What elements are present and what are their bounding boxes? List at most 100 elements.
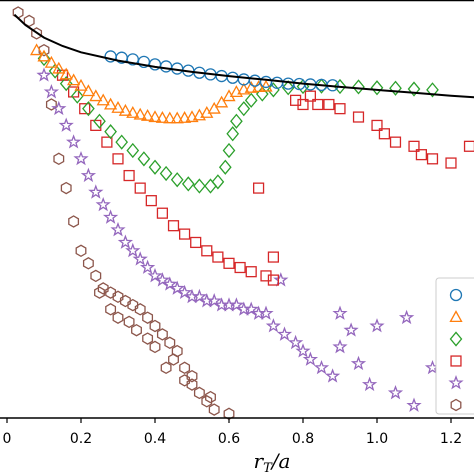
star-point bbox=[324, 368, 341, 383]
hexagon-point bbox=[193, 386, 205, 400]
series-hexagon bbox=[12, 6, 235, 421]
square-point bbox=[371, 119, 383, 131]
diamond-point bbox=[181, 176, 195, 192]
square-point bbox=[156, 207, 168, 219]
triangle-point bbox=[89, 89, 103, 102]
diamond-point bbox=[222, 142, 236, 159]
square-point bbox=[426, 153, 439, 165]
triangle-point bbox=[170, 111, 184, 124]
diamond-point bbox=[315, 78, 328, 94]
square-point bbox=[101, 136, 113, 148]
hexagon-point bbox=[60, 181, 72, 195]
hexagon-point bbox=[186, 378, 198, 391]
hexagon-point bbox=[186, 369, 198, 383]
hexagon-point bbox=[149, 319, 161, 333]
square-point bbox=[178, 228, 191, 240]
hexagon-point bbox=[160, 361, 172, 375]
x-ticks: 0 0.2 0.4 0.6 0.8 1.0 1.2 bbox=[3, 418, 462, 447]
diamond-point bbox=[389, 80, 402, 96]
hexagon-point bbox=[90, 269, 102, 283]
square-point bbox=[234, 261, 246, 274]
triangle-point bbox=[29, 43, 44, 56]
star-point bbox=[295, 343, 311, 358]
hexagon-point bbox=[31, 27, 43, 40]
triangle-point bbox=[118, 103, 133, 116]
diamond-point bbox=[48, 63, 62, 79]
diamond-point bbox=[244, 92, 258, 108]
triangle-point bbox=[44, 55, 59, 68]
star-point bbox=[350, 355, 367, 371]
square-point bbox=[134, 182, 146, 194]
star-point bbox=[228, 297, 245, 312]
triangle-point bbox=[126, 106, 140, 118]
hexagon-point bbox=[94, 286, 105, 299]
series-diamond bbox=[37, 50, 439, 194]
diamond-point bbox=[281, 80, 295, 96]
square-point bbox=[463, 140, 474, 152]
star-point bbox=[132, 251, 148, 266]
square-point bbox=[112, 153, 124, 165]
square-point bbox=[201, 245, 213, 257]
x-tick-label: 0.8 bbox=[292, 431, 314, 447]
legend-marker-square bbox=[450, 355, 462, 367]
star-point bbox=[117, 234, 134, 249]
star-point bbox=[125, 242, 141, 258]
triangle-point bbox=[111, 101, 125, 113]
hexagon-point bbox=[156, 328, 168, 341]
square-point bbox=[334, 103, 346, 115]
square-point bbox=[123, 169, 135, 182]
hexagon-point bbox=[171, 344, 183, 358]
star-point bbox=[406, 397, 422, 412]
diamond-point bbox=[333, 78, 347, 95]
triangle-point bbox=[155, 111, 170, 123]
diamond-point bbox=[93, 113, 106, 129]
diamond-point bbox=[159, 165, 173, 182]
series-square bbox=[56, 69, 474, 286]
diamond-point bbox=[352, 79, 365, 95]
triangle-point bbox=[214, 95, 229, 108]
star-point bbox=[313, 359, 330, 375]
legend-box bbox=[435, 277, 474, 415]
star-point bbox=[276, 326, 293, 341]
star-point bbox=[95, 196, 111, 212]
legend-marker-star bbox=[448, 375, 464, 390]
star-point bbox=[110, 221, 126, 237]
diamond-point bbox=[407, 81, 421, 97]
x-axis-label: rT/a bbox=[254, 449, 291, 474]
square-point bbox=[415, 149, 428, 161]
star-point bbox=[65, 134, 82, 149]
triangle-point bbox=[148, 110, 162, 123]
triangle-point bbox=[207, 101, 221, 114]
hexagon-point bbox=[127, 298, 139, 312]
square-point bbox=[212, 251, 224, 263]
star-point bbox=[73, 150, 89, 166]
star-point bbox=[361, 376, 378, 392]
hexagon-point bbox=[164, 336, 176, 350]
star-point bbox=[398, 309, 415, 325]
square-point bbox=[352, 111, 365, 123]
hexagon-point bbox=[205, 390, 216, 404]
star-point bbox=[162, 276, 178, 291]
star-point bbox=[139, 259, 156, 274]
hexagon-point bbox=[142, 332, 154, 345]
diamond-point bbox=[211, 174, 225, 190]
square-point bbox=[79, 103, 91, 115]
reference-curve bbox=[13, 13, 474, 99]
star-point bbox=[43, 84, 60, 99]
diamond-point bbox=[218, 159, 232, 175]
star-point bbox=[58, 117, 74, 132]
legend-marker-diamond bbox=[449, 331, 463, 347]
legend-marker-circle bbox=[449, 288, 463, 302]
diamond-point bbox=[115, 134, 129, 150]
triangle-point bbox=[74, 78, 88, 91]
hexagon-point bbox=[179, 374, 191, 387]
star-point bbox=[176, 284, 193, 300]
star-point bbox=[154, 272, 171, 287]
diamond-point bbox=[237, 101, 251, 117]
x-tick-label: 0.2 bbox=[70, 431, 92, 447]
series-layer bbox=[12, 6, 474, 421]
x-tick-label: 0.6 bbox=[218, 431, 240, 447]
star-point bbox=[243, 301, 259, 316]
triangle-point bbox=[177, 111, 192, 123]
